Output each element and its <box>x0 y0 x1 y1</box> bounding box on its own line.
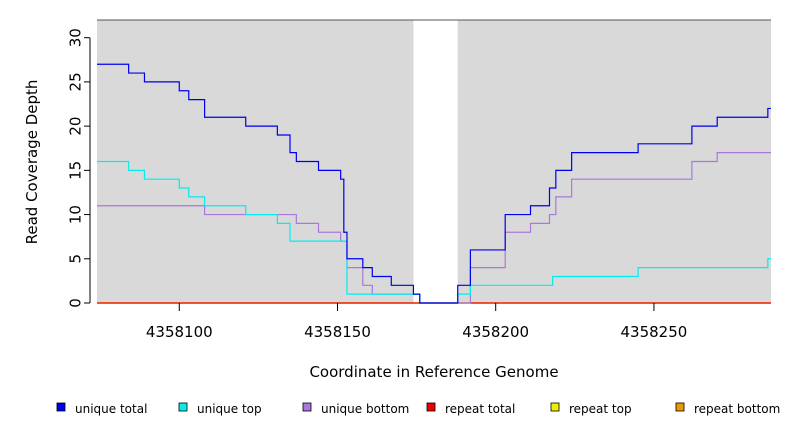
legend-item-unique-top: unique top <box>178 402 262 416</box>
legend-label: unique top <box>197 402 262 416</box>
legend-item-unique-total: unique total <box>56 402 147 416</box>
shaded-region-1 <box>457 20 771 303</box>
legend-label: repeat top <box>569 402 632 416</box>
legend-swatch <box>426 402 436 412</box>
legend-swatch <box>178 402 188 412</box>
series-line-unique-total <box>97 63 771 304</box>
x-tick-label: 4358100 <box>146 323 213 341</box>
shaded-regions <box>97 20 771 303</box>
legend-label: unique bottom <box>321 402 409 416</box>
legend-swatch <box>675 402 685 412</box>
x-tick-label: 4358200 <box>462 323 529 341</box>
y-tick-label: 25 <box>66 72 84 91</box>
legend: unique total unique top unique bottom repea… <box>56 402 780 416</box>
legend-item-unique-bottom: unique bottom <box>302 402 409 416</box>
legend-swatch <box>302 402 312 412</box>
x-tick-label: 4358250 <box>621 323 688 341</box>
legend-item-repeat-bottom: repeat bottom <box>675 402 780 416</box>
series-line-unique-top <box>97 160 771 304</box>
y-tick-label: 0 <box>66 298 84 308</box>
legend-item-repeat-total: repeat total <box>426 402 515 416</box>
series-lines <box>97 63 771 304</box>
axes: 0 5 10 15 20 25 30 4358100 4358150 4358200 4358250 <box>66 19 771 341</box>
y-tick-label: 10 <box>66 205 84 224</box>
x-tick-label: 4358150 <box>304 323 371 341</box>
legend-label: repeat total <box>445 402 515 416</box>
legend-item-repeat-top: repeat top <box>550 402 632 416</box>
y-tick-label: 20 <box>66 117 84 136</box>
y-tick-label: 15 <box>66 161 84 180</box>
legend-swatch <box>56 402 66 412</box>
y-axis-title: Read Coverage Depth <box>23 80 41 245</box>
shaded-region-0 <box>97 20 414 303</box>
legend-label: unique total <box>75 402 147 416</box>
y-tick-label: 5 <box>66 254 84 264</box>
y-tick-label: 30 <box>66 28 84 47</box>
legend-label: repeat bottom <box>694 402 780 416</box>
x-axis-title: Coordinate in Reference Genome <box>309 363 558 381</box>
legend-swatch <box>550 402 560 412</box>
